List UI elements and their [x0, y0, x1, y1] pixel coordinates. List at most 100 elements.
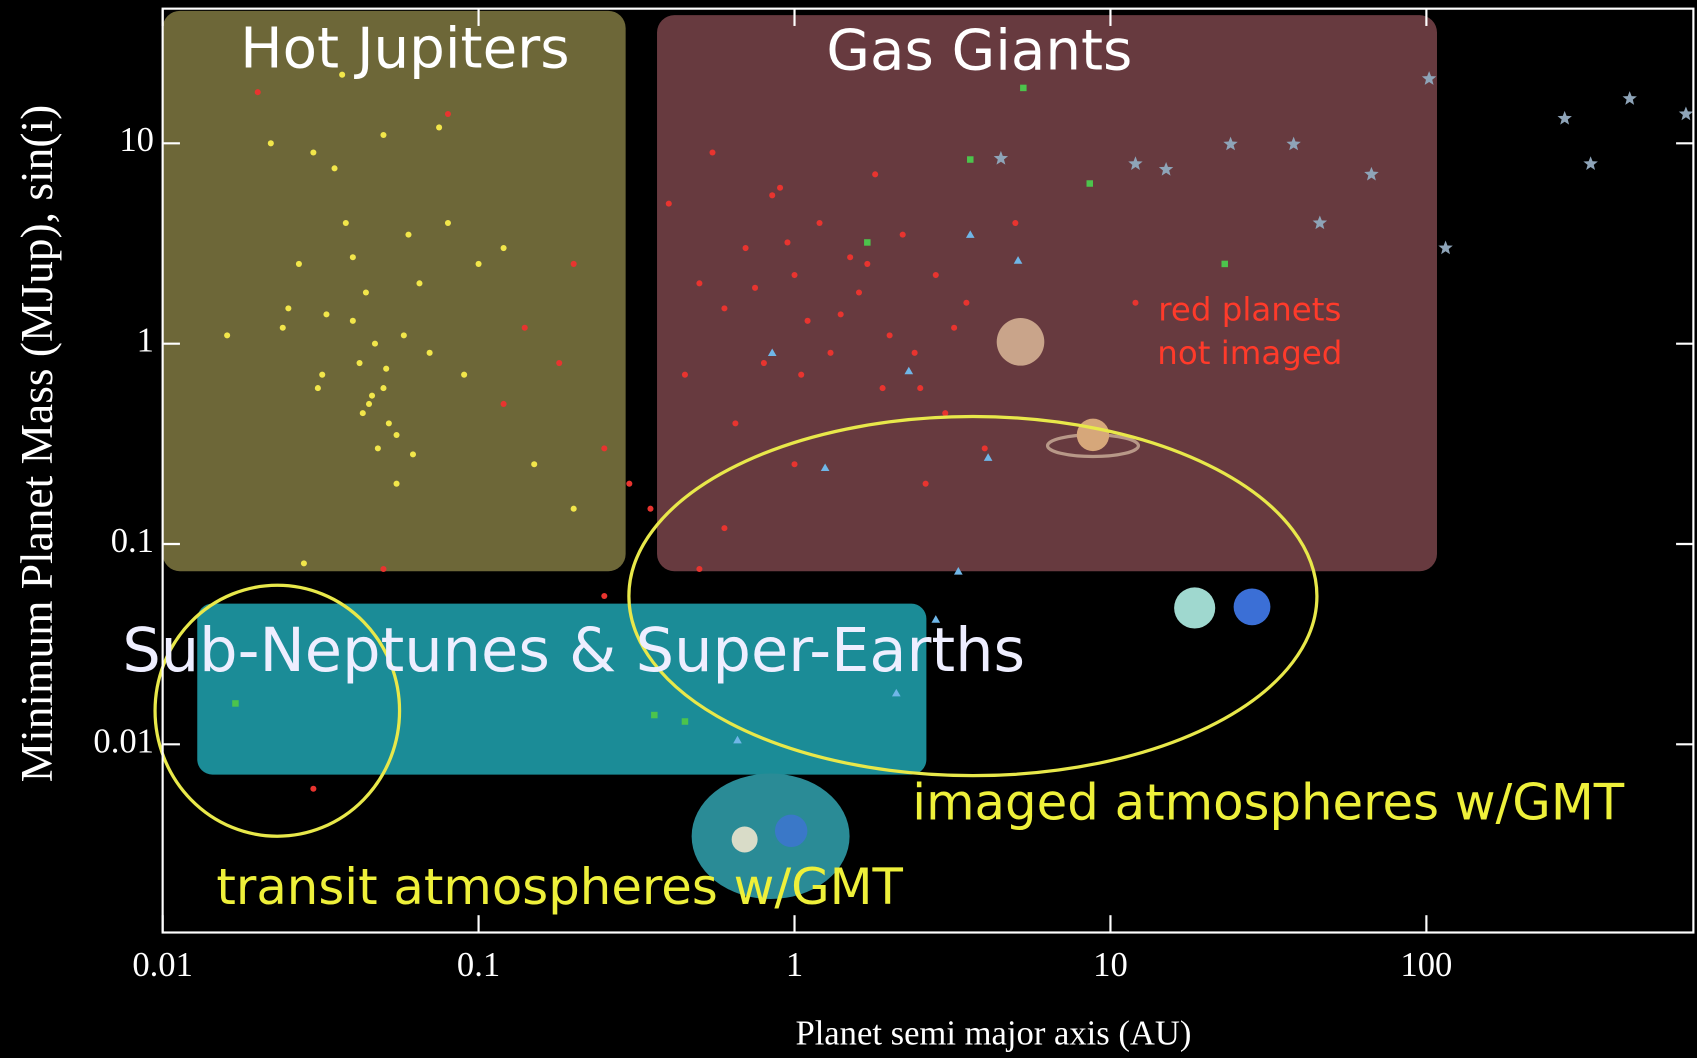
planet-point — [769, 192, 776, 199]
x-tick-label: 0.1 — [457, 946, 500, 984]
planet-point — [371, 340, 379, 347]
planet-point — [1012, 219, 1019, 227]
planet-point — [383, 365, 390, 372]
planet-point — [416, 280, 423, 287]
region-label: Gas Giants — [826, 19, 1132, 84]
planet-point — [300, 560, 307, 567]
planet-point — [872, 171, 879, 178]
planet-point — [732, 420, 739, 427]
planet-point — [847, 254, 854, 261]
planet-point — [665, 200, 672, 207]
planet-point — [1286, 136, 1301, 151]
planet-point — [791, 461, 798, 468]
planet-point — [879, 385, 886, 392]
planet-point — [461, 371, 468, 378]
planet-point — [1221, 260, 1228, 268]
planet-point — [886, 332, 893, 339]
planet-point — [1013, 256, 1023, 264]
planet-point — [820, 463, 830, 472]
y-tick-label: 1 — [137, 322, 154, 360]
planet-point — [365, 400, 373, 407]
region-label: Sub-Neptunes & Super-Earths — [122, 616, 1025, 686]
planet-point — [904, 366, 914, 375]
planet-point — [385, 420, 392, 427]
planet-point — [570, 260, 577, 267]
planet-point — [314, 385, 321, 392]
hot-jupiters-region — [162, 10, 626, 572]
planet-point — [681, 371, 688, 378]
venus — [731, 826, 758, 853]
planet-point — [993, 150, 1009, 165]
planet-point — [285, 305, 292, 312]
planet-point — [368, 392, 376, 399]
planet-point — [444, 219, 451, 227]
planet-point — [1312, 215, 1328, 230]
planet-point — [349, 317, 356, 324]
x-tick-label: 1 — [786, 946, 803, 984]
x-axis-label: Planet semi major axis (AU) — [795, 1014, 1191, 1052]
planet-point — [1438, 240, 1453, 255]
planet-point — [323, 311, 330, 318]
planet-point — [864, 260, 871, 267]
planet-point — [339, 71, 346, 78]
planet-point — [855, 289, 863, 296]
note: red planets — [1158, 291, 1341, 329]
gas-giants-region — [657, 15, 1437, 572]
x-tick-label: 10 — [1093, 946, 1128, 984]
planet-point — [310, 149, 317, 156]
planet-point — [295, 260, 302, 267]
planet-point — [777, 184, 784, 191]
planet-point — [1132, 299, 1139, 306]
planet-point — [911, 349, 918, 356]
planet-point — [1622, 91, 1637, 105]
y-tick-label: 0.01 — [93, 722, 154, 760]
planet-point — [319, 371, 326, 378]
planet-point — [310, 785, 317, 792]
planet-point — [767, 348, 777, 357]
note: not imaged — [1157, 334, 1342, 372]
neptune — [1233, 588, 1271, 626]
planet-point — [521, 324, 528, 331]
planet-point — [556, 360, 563, 367]
planet-point — [967, 156, 974, 163]
planet-point — [816, 219, 823, 227]
planet-point — [1223, 136, 1238, 151]
planet-point — [500, 245, 507, 252]
planet-point — [752, 284, 759, 291]
earth — [774, 814, 808, 848]
planet-point — [444, 110, 451, 118]
planet-point — [917, 385, 924, 392]
marks — [224, 71, 1694, 792]
planet-point — [899, 231, 906, 238]
planet-point — [254, 89, 261, 96]
planet-point — [426, 349, 433, 356]
planet-point — [500, 400, 507, 407]
planet-point — [791, 272, 798, 279]
y-tick-label: 10 — [119, 121, 154, 159]
region-label: Hot Jupiters — [240, 17, 569, 82]
planet-point — [931, 615, 941, 623]
solar-system-planets — [731, 318, 1271, 853]
planet-point — [626, 480, 633, 487]
planet-point — [942, 410, 949, 417]
planet-point — [804, 317, 811, 324]
callout: transit atmospheres w/GMT — [216, 858, 903, 916]
planet-point — [356, 360, 363, 367]
jupiter — [996, 318, 1045, 366]
planet-point — [837, 311, 844, 318]
planet-point — [721, 525, 728, 532]
callout: imaged atmospheres w/GMT — [912, 773, 1625, 831]
planet-point — [827, 349, 834, 356]
planet-point — [393, 480, 400, 487]
planet-point — [784, 239, 791, 246]
planet-point — [374, 445, 381, 452]
planet-point — [932, 272, 939, 279]
planet-point — [232, 700, 239, 707]
planet-point — [342, 219, 349, 227]
planet-point — [409, 451, 417, 458]
planet-point — [954, 567, 963, 575]
planet-point — [405, 231, 412, 238]
planet-point — [359, 410, 366, 417]
